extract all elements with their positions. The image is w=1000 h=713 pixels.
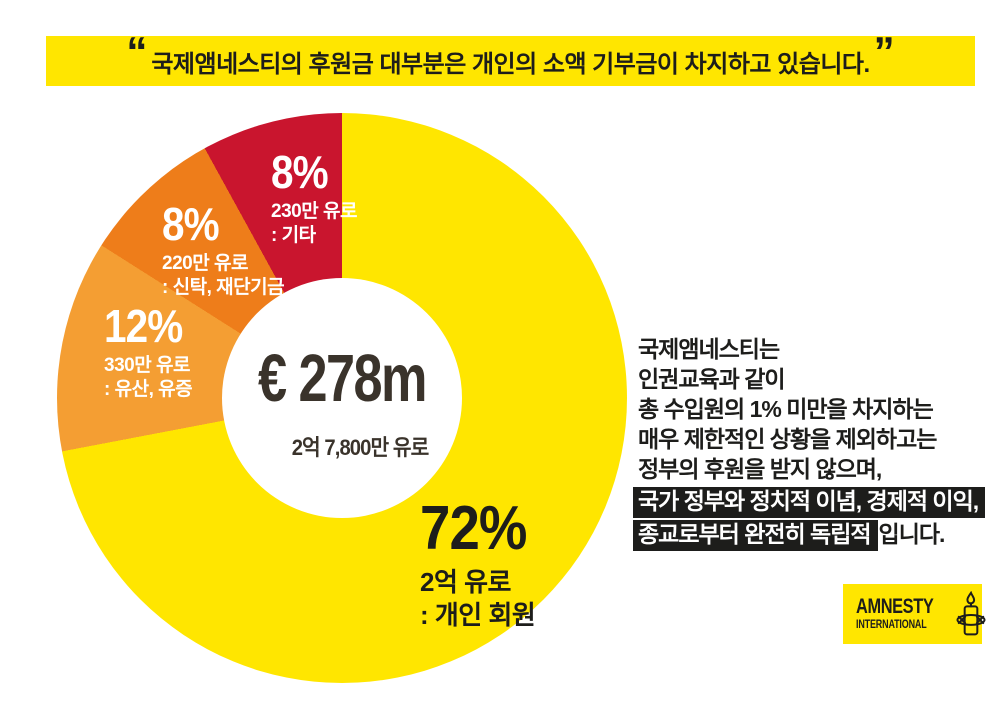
segment-amount: 2억 유로 <box>420 566 511 597</box>
amnesty-wordmark: AMNESTY <box>856 595 934 619</box>
segment-category: : 신탁, 재단기금 <box>162 276 285 298</box>
amnesty-logo: AMNESTY INTERNATIONAL <box>843 584 986 644</box>
segment-amount: 330만 유로 <box>104 354 190 376</box>
segment-label-trusts-foundations: 8% 220만 유로 : 신탁, 재단기금 <box>162 198 285 298</box>
description-block: 국제앰네스티는 인권교육과 같이 총 수입원의 1% 미만을 차지하는 매우 제… <box>633 334 988 551</box>
description-line: 국제앰네스티는 <box>638 336 780 362</box>
segment-percent: 72% <box>420 494 527 563</box>
segment-percent: 8% <box>271 146 329 198</box>
banner-text: 국제앰네스티의 후원금 대부분은 개인의 소액 기부금이 차지하고 있습니다. <box>151 50 870 78</box>
description-line: 매우 제한적인 상황을 제외하고는 <box>638 426 937 452</box>
segment-amount: 230만 유로 <box>271 200 357 222</box>
open-quote-mark: “ <box>126 28 148 75</box>
segment-category: : 유산, 유증 <box>104 378 193 400</box>
segment-percent: 12% <box>104 300 183 352</box>
segment-label-legacies: 12% 330만 유로 : 유산, 유증 <box>104 300 193 400</box>
highlighted-text: 종교로부터 완전히 독립적 <box>633 520 878 551</box>
candle-barbed-wire-icon <box>956 590 986 635</box>
description-tail: 입니다. <box>878 521 946 547</box>
chart-center-total: € 278m <box>258 341 427 416</box>
donut-chart-hole <box>222 278 462 518</box>
highlighted-text: 국가 정부와 정치적 이념, 경제적 이익, <box>633 487 986 518</box>
description-highlight-line: 종교로부터 완전히 독립적 입니다. <box>633 519 988 551</box>
amnesty-logo-text: AMNESTY INTERNATIONAL <box>856 596 955 632</box>
description-line: 인권교육과 같이 <box>638 366 786 392</box>
description-line: 총 수입원의 1% 미만을 차지하는 <box>638 396 934 422</box>
segment-percent: 8% <box>162 198 220 250</box>
segment-category: : 개인 회원 <box>420 599 536 630</box>
close-quote-mark: ” <box>873 28 895 75</box>
chart-center-subtitle: 2억 7,800만 유로 <box>291 435 430 460</box>
international-wordmark: INTERNATIONAL <box>856 619 927 632</box>
segment-amount: 220만 유로 <box>162 252 248 274</box>
segment-category: : 기타 <box>271 224 316 246</box>
quote-banner: “ 국제앰네스티의 후원금 대부분은 개인의 소액 기부금이 차지하고 있습니다… <box>46 31 975 86</box>
description-highlight-line: 국가 정부와 정치적 이념, 경제적 이익, <box>633 486 988 518</box>
description-line: 정부의 후원을 받지 않으며, <box>638 456 882 482</box>
segment-label-others: 8% 230만 유로 : 기타 <box>271 146 357 246</box>
segment-label-individual-members: 72% 2억 유로 : 개인 회원 <box>420 494 541 630</box>
